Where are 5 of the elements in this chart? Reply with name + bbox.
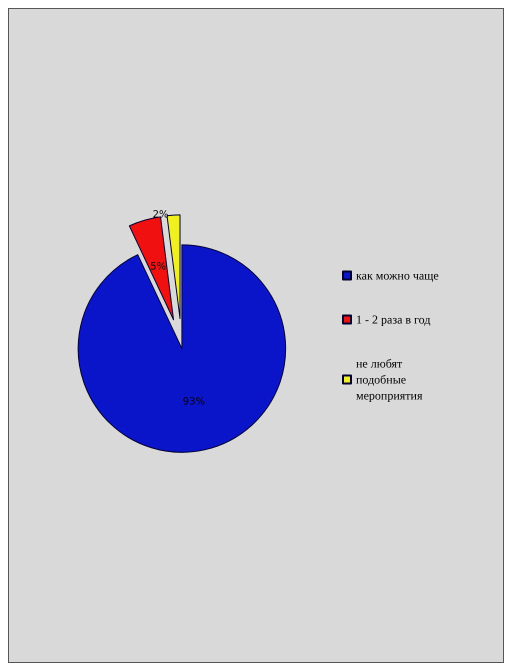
data-label: 93% — [182, 396, 205, 408]
legend-label: 1 - 2 раза в год — [356, 312, 430, 326]
legend-label: как можно чаще — [356, 268, 439, 282]
data-label: 5% — [150, 262, 166, 273]
legend-label: не любят подобные мероприятия — [356, 356, 423, 402]
